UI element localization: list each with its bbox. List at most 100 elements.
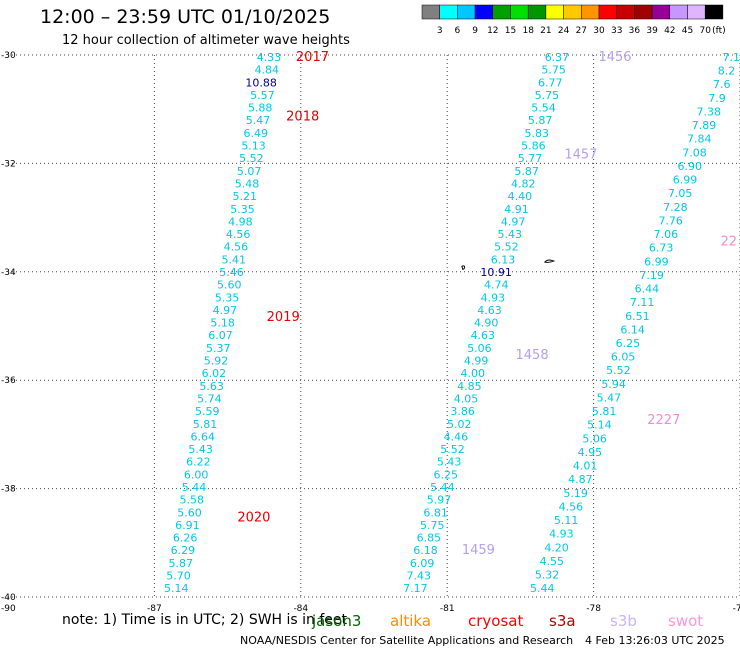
wave-height-value: 7.11 [630,296,655,309]
wave-height-value: 5.75 [541,64,566,77]
wave-height-value: 4.90 [474,317,499,330]
wave-height-value: 5.14 [164,582,189,595]
wave-height-value: 6.09 [410,557,435,570]
wave-height-value: 5.60 [217,279,242,292]
wave-height-value: 5.44 [430,481,455,494]
color-scale-tick: 27 [576,26,587,36]
wave-height-value: 7.38 [696,105,721,118]
pass-time-label: 1459 [462,543,495,558]
wave-height-value: 6.25 [434,468,459,481]
color-scale-tick: 70 [699,26,711,36]
color-scale-tick: 21 [540,26,551,36]
color-scale-tick: 12 [487,26,498,36]
wave-height-value: 4.97 [501,215,526,228]
x-tick-label: -78 [586,604,601,614]
wave-height-value: 5.60 [177,506,202,519]
wave-height-value: 7.76 [658,214,683,227]
color-scale-tick: 9 [472,26,478,36]
pass-time-label: 2018 [286,110,319,125]
wave-height-value: 8.2 [718,65,736,78]
wave-height-value: 5.52 [606,364,631,377]
wave-height-value: 7.1 [723,51,740,64]
wave-height-value: 5.75 [420,519,445,532]
wave-height-value: 5.52 [494,241,519,254]
wave-height-value: 7.17 [403,582,428,595]
wave-height-value: 7.28 [663,201,688,214]
color-scale-tick: 30 [593,26,605,36]
x-tick-label: -90 [1,604,16,614]
wave-height-value: 5.35 [230,203,255,216]
wave-height-value: 5.11 [554,514,579,527]
pass-time-label: 2019 [267,310,300,325]
pass-time-label: 2227 [647,413,680,428]
footnote: note: 1) Time is in UTC; 2) SWH is in fe… [62,612,348,628]
wave-height-value: 6.91 [175,519,200,532]
wave-height-value: 6.81 [423,506,448,519]
wave-height-value: 5.74 [197,392,222,405]
wave-height-value: 5.06 [467,342,492,355]
island-outline [461,265,466,271]
wave-height-value: 6.51 [625,310,650,323]
pass-time-label: 1456 [598,50,631,65]
wave-height-value: 5.52 [239,152,264,165]
wave-height-value: 5.52 [440,443,465,456]
y-tick-label: -38 [1,485,16,495]
wave-height-value: 4.56 [559,500,584,513]
wave-height-value: 5.18 [210,317,235,330]
color-scale-unit: (ft) [712,26,726,36]
wave-height-value: 4.91 [504,203,529,216]
color-scale-tick: 45 [682,26,693,36]
x-tick-label: -75 [733,604,740,614]
x-tick-label: -81 [440,604,455,614]
island-outline [543,259,556,263]
wave-height-value: 7.05 [668,187,693,200]
wave-height-value: 5.58 [180,494,205,507]
wave-height-value: 4.85 [457,380,482,393]
wave-height-value: 5.19 [563,487,588,500]
wave-height-value: 4.87 [568,473,593,486]
color-scale-tick: 39 [646,26,658,36]
wave-height-value: 4.97 [213,304,238,317]
satellite-legend-cryosat: cryosat [468,612,524,630]
wave-height-value: 6.02 [202,367,227,380]
wave-height-value: 5.87 [514,165,539,178]
color-scale-tick: 42 [664,26,675,36]
wave-height-value: 4.63 [477,304,502,317]
wave-height-value: 4.84 [255,64,280,77]
color-scale-tick: 15 [505,26,516,36]
wave-height-value: 6.22 [186,456,211,469]
y-tick-label: -36 [1,376,16,386]
wave-height-value: 6.99 [644,255,669,268]
y-tick-label: -32 [1,159,16,169]
wave-height-value: 4.95 [578,446,603,459]
pass-time-label: 1457 [564,148,597,163]
wave-height-value: 6.18 [413,544,438,557]
credit-line: NOAA/NESDIS Center for Satellite Applica… [240,634,574,647]
satellite-legend-jason3: jason3 [312,612,362,630]
wave-height-value: 5.02 [447,418,472,431]
wave-height-value: 6.37 [545,51,570,64]
wave-height-value: 7.06 [654,228,679,241]
wave-height-value: 5.54 [531,102,556,115]
color-scale-tick: 33 [611,26,622,36]
wave-height-value: 5.70 [166,570,191,583]
wave-height-value: 5.44 [182,481,207,494]
wave-height-value: 5.94 [601,378,626,391]
wave-height-value: 6.13 [491,253,516,266]
pass-time-label: 2017 [296,50,329,65]
wave-height-value: 4.93 [481,291,506,304]
wave-height-value: 5.32 [535,569,560,582]
wave-height-value: 5.92 [204,355,229,368]
wave-height-value: 5.14 [587,419,612,432]
wave-height-value: 5.63 [199,380,224,393]
wave-height-value: 10.91 [480,266,512,279]
chart-title: 12:00 – 23:59 UTC 01/10/2025 [40,6,331,28]
y-tick-label: -40 [1,593,16,603]
wave-height-value: 5.83 [524,127,549,140]
satellite-legend-swot: swot [668,612,704,630]
color-swatch [704,4,724,20]
color-scale-tick: 36 [629,26,641,36]
wave-height-value: 5.59 [195,405,220,418]
wave-height-value: 6.25 [616,337,641,350]
